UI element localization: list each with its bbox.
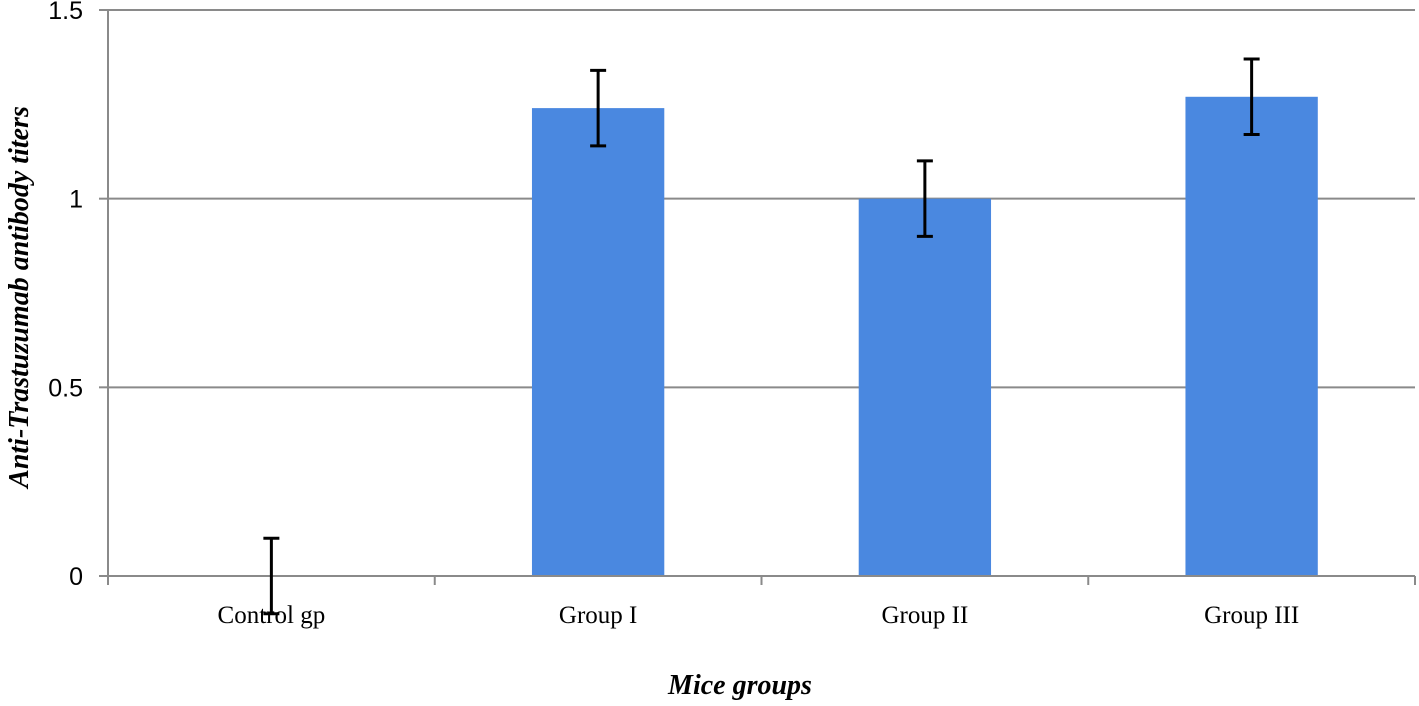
x-tick-label: Group II	[881, 602, 968, 629]
y-tick-label: 0	[69, 563, 83, 591]
y-axis-title: Anti-Trastuzumab antibody titers	[4, 106, 35, 490]
bar	[531, 108, 665, 577]
y-tick-label: 0.5	[48, 374, 83, 402]
bar-layer	[531, 96, 1318, 577]
axis-layer	[99, 9, 1416, 585]
bar	[858, 198, 992, 576]
x-tick-label: Control gp	[218, 602, 326, 629]
label-layer: 0 0.5 1 1.5 Control gp Group I Group II Group I…	[48, 0, 1299, 629]
bar	[1185, 96, 1318, 576]
x-tick-label: Group I	[559, 602, 637, 629]
x-tick-label: Group III	[1204, 602, 1299, 629]
x-axis-title: Mice groups	[667, 670, 812, 701]
y-tick-label: 1	[69, 186, 83, 214]
error-bar-layer	[263, 57, 1260, 616]
y-tick-label: 1.5	[48, 0, 83, 25]
